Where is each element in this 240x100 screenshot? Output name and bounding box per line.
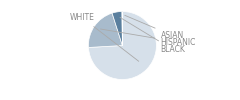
- Text: ASIAN: ASIAN: [125, 15, 184, 40]
- Text: HISPANIC: HISPANIC: [101, 29, 196, 47]
- Wedge shape: [112, 12, 122, 46]
- Text: BLACK: BLACK: [120, 17, 185, 54]
- Wedge shape: [89, 12, 156, 80]
- Text: WHITE: WHITE: [70, 13, 139, 61]
- Wedge shape: [88, 13, 122, 48]
